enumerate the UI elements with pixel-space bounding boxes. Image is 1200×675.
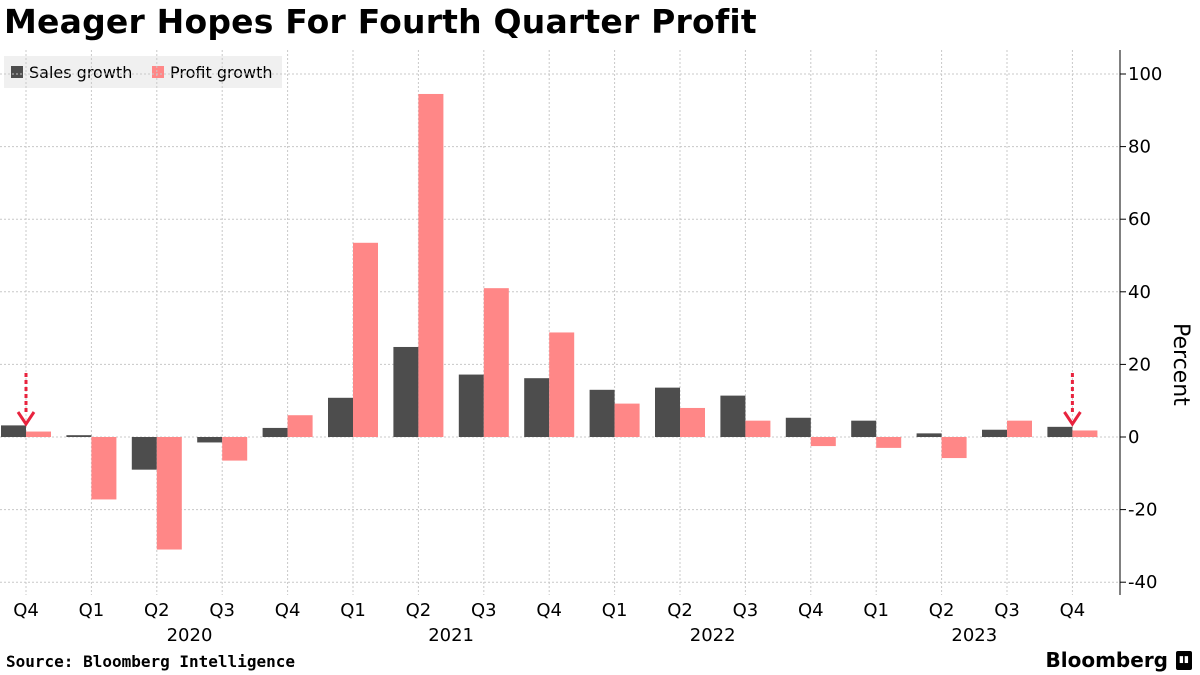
legend-label-sales: Sales growth bbox=[29, 62, 133, 82]
bar-profit-growth bbox=[614, 403, 640, 437]
bar-sales-growth bbox=[851, 420, 877, 437]
bar-sales-growth bbox=[916, 433, 942, 437]
y-tick-label: 100 bbox=[1128, 64, 1162, 85]
y-tick-label: 20 bbox=[1128, 354, 1151, 375]
y-tick-label: 60 bbox=[1128, 209, 1151, 230]
bar-sales-growth bbox=[720, 395, 746, 437]
x-tick-label: Q2 bbox=[406, 600, 432, 621]
bar-sales-growth bbox=[1, 425, 26, 437]
y-tick-label: 80 bbox=[1128, 137, 1151, 158]
bar-sales-growth bbox=[197, 437, 223, 443]
bar-chart: 100 80 60 40 20 0 -20 -40 Percent Q4 Q1 Q2 Q3 Q4 Q1 Q2 Q… bbox=[0, 50, 1193, 646]
bar-profit-growth bbox=[1072, 430, 1098, 437]
x-tick-label: Q3 bbox=[733, 600, 759, 621]
y-tick-label: -20 bbox=[1128, 500, 1157, 521]
bar-sales-growth bbox=[785, 417, 811, 437]
legend-item-profit: Profit growth bbox=[152, 56, 273, 88]
legend-label-profit: Profit growth bbox=[170, 62, 273, 82]
x-year-label: 2022 bbox=[690, 625, 736, 646]
bar-sales-growth bbox=[524, 378, 550, 437]
x-tick-label: Q1 bbox=[79, 600, 105, 621]
bar-sales-growth bbox=[1047, 426, 1073, 437]
bar-sales-growth bbox=[131, 437, 157, 470]
x-tick-label: Q2 bbox=[667, 600, 693, 621]
y-tick-label: 0 bbox=[1128, 427, 1139, 448]
arrow-annotation-head bbox=[1063, 411, 1082, 427]
legend: Sales growth Profit growth bbox=[4, 56, 282, 88]
bar-profit-growth bbox=[483, 288, 509, 437]
bar-profit-growth bbox=[156, 437, 182, 550]
bar-sales-growth bbox=[458, 374, 484, 437]
x-tick-label: Q1 bbox=[602, 600, 628, 621]
bar-profit-growth bbox=[876, 437, 902, 448]
chart-title: Meager Hopes For Fourth Quarter Profit bbox=[4, 2, 757, 41]
bar-profit-growth bbox=[745, 420, 771, 437]
bar-sales-growth bbox=[655, 387, 680, 437]
source-note: Source: Bloomberg Intelligence bbox=[6, 652, 295, 671]
x-year-label: 2020 bbox=[167, 625, 213, 646]
bar-profit-growth bbox=[941, 437, 967, 459]
x-tick-label: Q3 bbox=[994, 600, 1020, 621]
bloomberg-terminal-icon: ▮▮ bbox=[1176, 651, 1192, 670]
legend-swatch-profit bbox=[152, 66, 164, 78]
x-tick-label: Q4 bbox=[13, 600, 39, 621]
x-tick-label: Q2 bbox=[929, 600, 955, 621]
brand-logo-text: Bloomberg bbox=[1045, 648, 1168, 672]
arrow-annotation-head bbox=[16, 411, 36, 427]
x-tick-label: Q2 bbox=[144, 600, 170, 621]
legend-item-sales: Sales growth bbox=[11, 56, 132, 88]
x-year-label: 2021 bbox=[428, 625, 474, 646]
y-tick-label: -40 bbox=[1128, 572, 1157, 593]
x-tick-label: Q1 bbox=[340, 600, 366, 621]
bar-profit-growth bbox=[418, 93, 444, 437]
bar-profit-growth bbox=[810, 437, 836, 447]
bar-sales-growth bbox=[982, 429, 1007, 437]
bar-sales-growth bbox=[262, 427, 288, 437]
bar-profit-growth bbox=[1007, 420, 1032, 437]
bar-sales-growth bbox=[393, 346, 419, 437]
bar-profit-growth bbox=[222, 437, 248, 461]
bar-profit-growth bbox=[549, 332, 575, 437]
bar-profit-growth bbox=[680, 407, 705, 437]
x-tick-label: Q4 bbox=[1060, 600, 1086, 621]
bar-profit-growth bbox=[287, 415, 313, 437]
x-tick-label: Q1 bbox=[863, 600, 889, 621]
legend-swatch-sales bbox=[11, 66, 23, 78]
bar-profit-growth bbox=[26, 431, 51, 437]
bar-profit-growth bbox=[353, 242, 378, 437]
x-year-label: 2023 bbox=[951, 625, 997, 646]
y-axis-label: Percent bbox=[1168, 323, 1193, 406]
bar-sales-growth bbox=[328, 397, 353, 437]
x-tick-label: Q3 bbox=[209, 600, 235, 621]
y-tick-label: 40 bbox=[1128, 282, 1151, 303]
bar-sales-growth bbox=[66, 435, 92, 437]
x-tick-label: Q4 bbox=[536, 600, 562, 621]
x-tick-label: Q4 bbox=[275, 600, 301, 621]
x-tick-label: Q3 bbox=[471, 600, 497, 621]
x-tick-label: Q4 bbox=[798, 600, 824, 621]
bar-profit-growth bbox=[91, 437, 117, 500]
bar-sales-growth bbox=[589, 389, 615, 437]
